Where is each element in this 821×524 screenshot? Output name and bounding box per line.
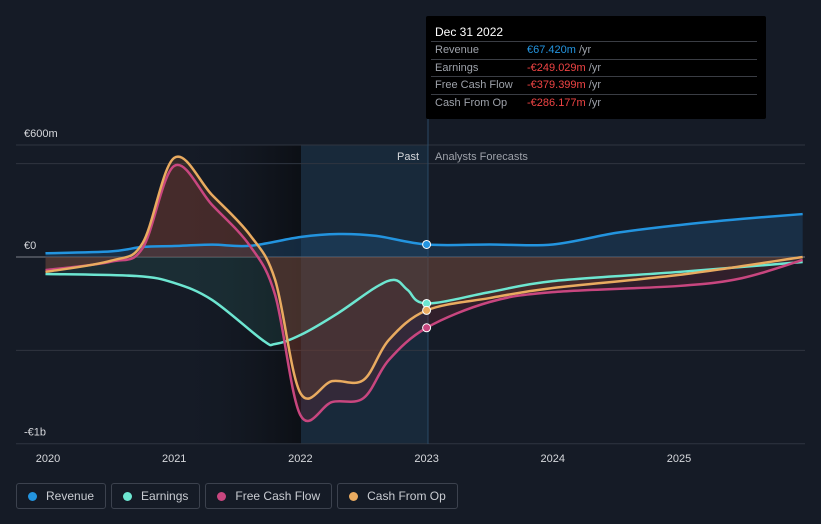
tooltip-date: Dec 31 2022: [435, 25, 504, 39]
line-cash-from-op: [45, 155, 803, 400]
legend-item-earnings[interactable]: Earnings: [111, 483, 201, 509]
past-label: Past: [397, 151, 419, 163]
tooltip-value: -€249.029m /yr: [527, 61, 601, 74]
legend-label: Free Cash Flow: [235, 489, 321, 503]
tooltip-label: Earnings: [435, 61, 479, 74]
legend-label: Earnings: [141, 489, 189, 503]
tooltip-row: Earnings -€249.029m /yr: [431, 58, 757, 77]
legend-dot-icon: [123, 491, 133, 501]
tooltip-value: -€286.177m /yr: [527, 96, 601, 109]
x-tick-label: 2021: [162, 453, 186, 465]
legend-label: Revenue: [46, 489, 95, 503]
x-tick-label: 2020: [36, 453, 60, 465]
legend-item-revenue[interactable]: Revenue: [16, 483, 107, 509]
marker-revenue: [422, 239, 432, 249]
legend-dot-icon: [349, 491, 359, 501]
tooltip: Dec 31 2022 Revenue €67.420m /yr Earnings -…: [426, 16, 766, 119]
x-tick-label: 2023: [414, 453, 438, 465]
tooltip-label: Revenue: [435, 44, 480, 56]
line-free-cash-flow: [45, 163, 804, 423]
y-tick-label: €600m: [24, 128, 58, 140]
y-tick-label: -€1b: [24, 427, 46, 439]
legend-item-free-cash-flow[interactable]: Free Cash Flow: [205, 483, 333, 509]
x-tick-label: 2025: [667, 453, 691, 465]
legend-label: Cash From Op: [367, 489, 446, 503]
tooltip-label: Cash From Op: [435, 96, 508, 109]
legend-dot-icon: [217, 491, 227, 501]
area-cash-from-op: [45, 156, 803, 399]
y-tick-label: €0: [24, 240, 36, 252]
legend-item-cash-from-op[interactable]: Cash From Op: [337, 483, 458, 509]
tooltip-value: -€379.399m /yr: [527, 79, 601, 91]
tooltip-label: Free Cash Flow: [435, 79, 513, 91]
tooltip-row: Revenue €67.420m /yr: [431, 41, 757, 59]
legend-dot-icon: [28, 491, 37, 501]
tooltip-row: Cash From Op -€286.177m /yr: [431, 93, 757, 112]
line-earnings: [45, 260, 803, 347]
x-tick-label: 2022: [288, 453, 312, 465]
marker-free-cash-flow: [422, 323, 432, 333]
x-tick-label: 2024: [541, 453, 565, 465]
line-revenue: [45, 212, 803, 255]
tooltip-value: €67.420m /yr: [527, 44, 592, 56]
marker-cash-from-op: [422, 305, 432, 315]
tooltip-row: Free Cash Flow -€379.399m /yr: [431, 76, 757, 94]
forecast-label: Analysts Forecasts: [435, 151, 528, 163]
legend: Revenue Earnings Free Cash Flow Cash From O…: [16, 483, 458, 509]
